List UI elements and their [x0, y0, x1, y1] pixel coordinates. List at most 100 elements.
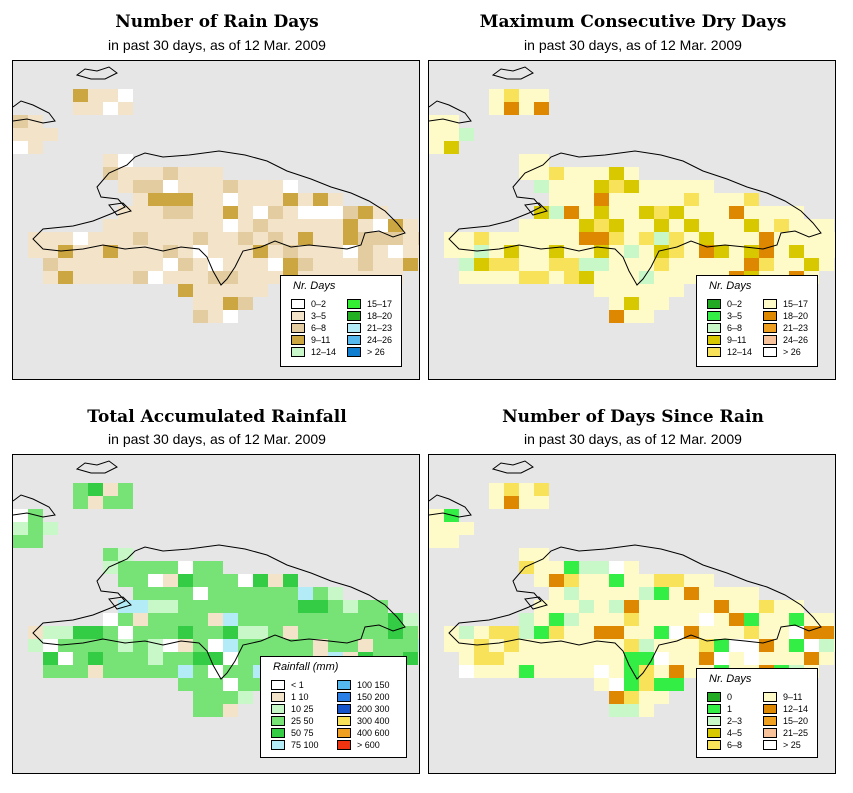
grid-cell [358, 600, 373, 613]
grid-cell [789, 232, 804, 245]
grid-cell [504, 665, 519, 678]
grid-cell [594, 219, 609, 232]
grid-cell [328, 587, 343, 600]
grid-cell [684, 219, 699, 232]
legend-swatch [271, 692, 285, 702]
grid-cell [418, 232, 419, 245]
legend-item: < 1 [271, 679, 304, 691]
legend-swatch [707, 323, 721, 333]
grid-cell [759, 206, 774, 219]
grid-cell [358, 613, 373, 626]
grid-cell [253, 206, 268, 219]
grid-cell [819, 613, 834, 626]
grid-cell [774, 613, 789, 626]
grid-cell [609, 284, 624, 297]
grid-cell [519, 639, 534, 652]
grid-cell [684, 600, 699, 613]
grid-cell [238, 574, 253, 587]
legend-item: 15–20 [763, 715, 808, 727]
grid-cell [534, 258, 549, 271]
grid-cell [489, 232, 504, 245]
grid-cell [549, 652, 564, 665]
grid-cell [609, 219, 624, 232]
legend-item: 15–17 [347, 298, 392, 310]
grid-cell [579, 639, 594, 652]
grid-cell [148, 574, 163, 587]
grid-cell [489, 258, 504, 271]
grid-cell [714, 219, 729, 232]
grid-cell [118, 483, 133, 496]
grid-cell [534, 496, 549, 509]
grid-cell [774, 245, 789, 258]
grid-cell [133, 574, 148, 587]
grid-cell [178, 613, 193, 626]
grid-cell [729, 587, 744, 600]
grid-cell [13, 128, 28, 141]
grid-cell [459, 652, 474, 665]
grid-cell [403, 245, 418, 258]
grid-cell [549, 271, 564, 284]
grid-cell [579, 219, 594, 232]
grid-cell [609, 704, 624, 717]
grid-cell [579, 561, 594, 574]
legend-label: 150 200 [357, 692, 390, 702]
grid-cell [163, 193, 178, 206]
legend-item: 2–3 [707, 715, 742, 727]
grid-cell [639, 665, 654, 678]
grid-cell [208, 206, 223, 219]
grid-cell [298, 613, 313, 626]
grid-cell [474, 665, 489, 678]
grid-cell [609, 600, 624, 613]
grid-cell [654, 284, 669, 297]
legend-label: 24–26 [367, 335, 393, 345]
grid-cell [103, 102, 118, 115]
coastline [32, 544, 406, 680]
grid-cell [699, 587, 714, 600]
grid-cell [429, 141, 444, 154]
grid-cell [178, 232, 193, 245]
grid-cell [208, 193, 223, 206]
grid-cell [594, 271, 609, 284]
grid-cell [238, 613, 253, 626]
grid-cell [73, 245, 88, 258]
grid-cell [118, 102, 133, 115]
grid-cell [343, 206, 358, 219]
grid-cell [669, 678, 684, 691]
grid-cell [639, 180, 654, 193]
grid-cell [103, 626, 118, 639]
grid-cell [579, 245, 594, 258]
legend-swatch [763, 692, 777, 702]
grid-cell [609, 665, 624, 678]
grid-cell [268, 193, 283, 206]
grid-cell [313, 219, 328, 232]
legend-swatch [707, 716, 721, 726]
grid-cell [313, 193, 328, 206]
grid-cell [519, 245, 534, 258]
grid-cell [163, 271, 178, 284]
grid-cell [193, 587, 208, 600]
grid-cell [238, 232, 253, 245]
grid-cell [103, 154, 118, 167]
grid-cell [223, 232, 238, 245]
grid-cell [418, 245, 419, 258]
grid-cell [609, 206, 624, 219]
grid-cell [373, 206, 388, 219]
legend-label: > 25 [783, 740, 801, 750]
grid-cell [534, 271, 549, 284]
legend-label: 6–8 [727, 740, 743, 750]
grid-cell [714, 587, 729, 600]
grid-cell [654, 626, 669, 639]
grid-cell [223, 678, 238, 691]
grid-cell [819, 626, 834, 639]
legend-item: 21–25 [763, 727, 808, 739]
grid-cell [699, 193, 714, 206]
coastline [524, 596, 548, 610]
grid-cell [819, 245, 834, 258]
grid-cell [504, 232, 519, 245]
grid-cell [163, 561, 178, 574]
grid-cell [654, 678, 669, 691]
grid-cell [238, 258, 253, 271]
legend-label: > 600 [357, 740, 380, 750]
grid-cell [298, 245, 313, 258]
grid-cell [223, 587, 238, 600]
